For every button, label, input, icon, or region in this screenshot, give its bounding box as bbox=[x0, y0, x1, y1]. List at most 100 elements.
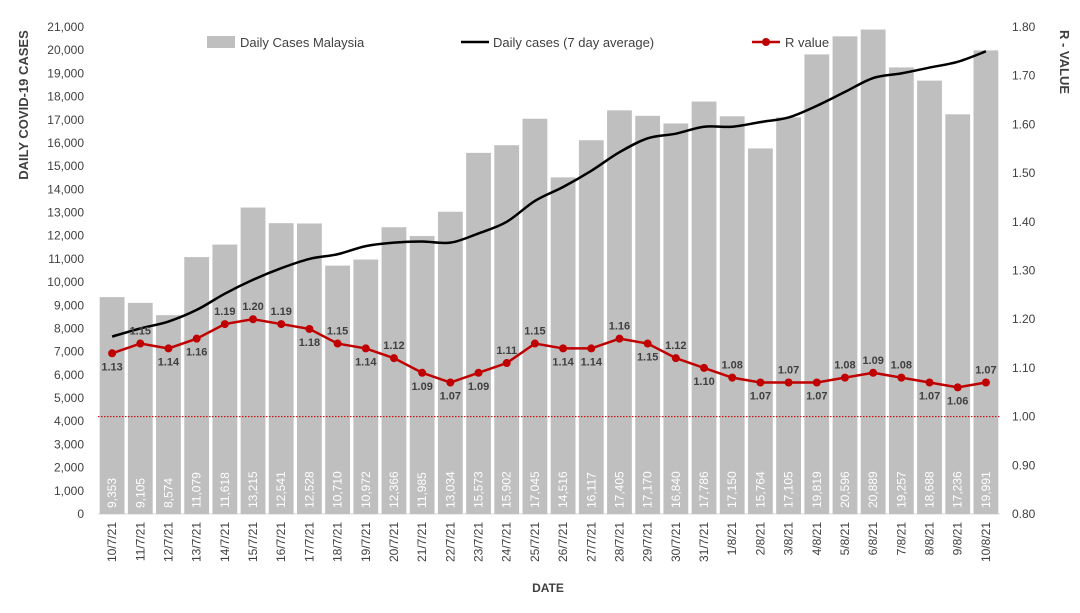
r-value-label: 1.09 bbox=[411, 381, 432, 393]
r-value-label: 1.08 bbox=[891, 360, 912, 372]
x-tick-label: 17/7/21 bbox=[302, 522, 316, 562]
x-tick-label: 13/7/21 bbox=[190, 522, 204, 562]
bar-value-label: 15,902 bbox=[500, 471, 514, 508]
x-tick-label: 12/7/21 bbox=[161, 522, 175, 562]
y-tick-label: 11,000 bbox=[48, 252, 84, 266]
x-tick-label: 29/7/21 bbox=[641, 522, 655, 562]
r-value-point bbox=[164, 344, 173, 353]
x-tick-label: 24/7/21 bbox=[500, 522, 514, 562]
x-tick-label: 8/8/21 bbox=[923, 522, 937, 556]
r-value-point bbox=[671, 354, 680, 363]
r-value-label: 1.16 bbox=[186, 347, 207, 359]
bar-value-label: 13,034 bbox=[443, 471, 457, 508]
legend-swatch-r-point bbox=[762, 38, 770, 46]
y-tick-label: 17,000 bbox=[47, 113, 84, 127]
bar bbox=[522, 118, 548, 515]
x-tick-label: 5/8/21 bbox=[838, 522, 852, 556]
bar-value-label: 17,236 bbox=[951, 471, 965, 508]
y-tick-label: 9,000 bbox=[54, 298, 84, 312]
r-value-label: 1.15 bbox=[130, 326, 151, 338]
y2-tick-label: 1.00 bbox=[1012, 410, 1036, 424]
bar-value-label: 11,985 bbox=[415, 472, 429, 508]
y2-tick-label: 1.60 bbox=[1012, 117, 1036, 131]
bar bbox=[663, 123, 689, 514]
x-tick-label: 21/7/21 bbox=[415, 522, 429, 562]
x-tick-label: 19/7/21 bbox=[359, 522, 373, 562]
x-tick-label: 18/7/21 bbox=[331, 522, 345, 562]
x-tick-label: 10/7/21 bbox=[105, 522, 119, 562]
bar bbox=[945, 114, 971, 515]
x-tick-label: 28/7/21 bbox=[612, 522, 626, 562]
r-value-label: 1.14 bbox=[158, 356, 180, 368]
x-tick-label: 11/7/21 bbox=[133, 522, 147, 561]
r-value-label: 1.14 bbox=[581, 356, 603, 368]
bar bbox=[691, 101, 717, 515]
x-tick-label: 9/8/21 bbox=[951, 522, 965, 556]
r-value-point bbox=[446, 378, 455, 387]
x-tick-label: 30/7/21 bbox=[669, 522, 683, 562]
r-value-label: 1.16 bbox=[609, 321, 630, 333]
bar-value-label: 16,840 bbox=[669, 471, 683, 508]
r-value-point bbox=[530, 339, 539, 348]
r-value-point bbox=[700, 363, 709, 372]
bar-value-label: 17,105 bbox=[782, 471, 796, 508]
bar-value-label: 9,353 bbox=[105, 478, 119, 508]
r-value-label: 1.07 bbox=[975, 365, 996, 377]
y-tick-label: 2,000 bbox=[54, 461, 84, 475]
x-axis-title: DATE bbox=[532, 581, 564, 595]
r-value-label: 1.15 bbox=[327, 326, 348, 338]
r-value-label: 1.09 bbox=[468, 381, 489, 393]
r-value-point bbox=[953, 383, 962, 392]
r-value-label: 1.10 bbox=[693, 376, 714, 388]
y-tick-label: 10,000 bbox=[47, 275, 84, 289]
bar bbox=[297, 223, 322, 514]
r-value-point bbox=[277, 320, 286, 329]
y-tick-label: 16,000 bbox=[47, 136, 84, 150]
bar bbox=[437, 211, 463, 514]
r-value-label: 1.07 bbox=[440, 391, 461, 403]
x-tick-label: 16/7/21 bbox=[274, 522, 288, 562]
x-tick-label: 4/8/21 bbox=[810, 522, 824, 556]
r-value-label: 1.07 bbox=[919, 391, 940, 403]
r-value-label: 1.15 bbox=[524, 326, 545, 338]
r-value-point bbox=[389, 354, 398, 363]
y-tick-label: 3,000 bbox=[54, 437, 84, 451]
bar bbox=[325, 265, 350, 514]
r-value-label: 1.12 bbox=[383, 340, 404, 352]
bar-value-label: 20,596 bbox=[838, 471, 852, 508]
bar-value-label: 17,170 bbox=[641, 471, 655, 508]
x-tick-label: 6/8/21 bbox=[866, 522, 880, 556]
bar-value-label: 13,215 bbox=[246, 471, 260, 508]
bar bbox=[184, 257, 210, 514]
y-tick-label: 7,000 bbox=[54, 345, 84, 359]
bar-value-label: 15,764 bbox=[753, 471, 767, 508]
bar-value-label: 17,150 bbox=[725, 471, 739, 508]
y-tick-label: 21,000 bbox=[47, 20, 84, 34]
legend-label-r: R value bbox=[785, 35, 829, 50]
bar-value-label: 18,688 bbox=[923, 471, 937, 508]
bar bbox=[973, 50, 999, 514]
y2-tick-label: 1.40 bbox=[1012, 215, 1036, 229]
x-tick-label: 25/7/21 bbox=[528, 522, 542, 562]
y2-tick-label: 0.90 bbox=[1012, 458, 1036, 472]
r-value-point bbox=[361, 344, 370, 353]
bar bbox=[748, 148, 773, 514]
x-tick-label: 31/7/21 bbox=[697, 522, 711, 562]
x-tick-label: 20/7/21 bbox=[387, 522, 401, 562]
y-tick-label: 1,000 bbox=[54, 484, 84, 498]
y-tick-label: 20,000 bbox=[47, 43, 84, 57]
r-value-label: 1.19 bbox=[271, 306, 292, 318]
y-tick-label: 18,000 bbox=[47, 90, 84, 104]
y-tick-label: 0 bbox=[77, 507, 84, 521]
r-value-point bbox=[108, 349, 117, 358]
bar-value-label: 11,618 bbox=[218, 472, 232, 508]
r-value-label: 1.18 bbox=[299, 337, 320, 349]
y-tick-label: 5,000 bbox=[54, 391, 84, 405]
y-tick-label: 15,000 bbox=[47, 159, 84, 173]
r-value-label: 1.14 bbox=[355, 356, 377, 368]
legend-label-avg: Daily cases (7 day average) bbox=[493, 35, 654, 50]
y2-tick-label: 0.80 bbox=[1012, 507, 1036, 521]
x-tick-label: 26/7/21 bbox=[556, 522, 570, 562]
bar-value-label: 19,257 bbox=[894, 471, 908, 508]
